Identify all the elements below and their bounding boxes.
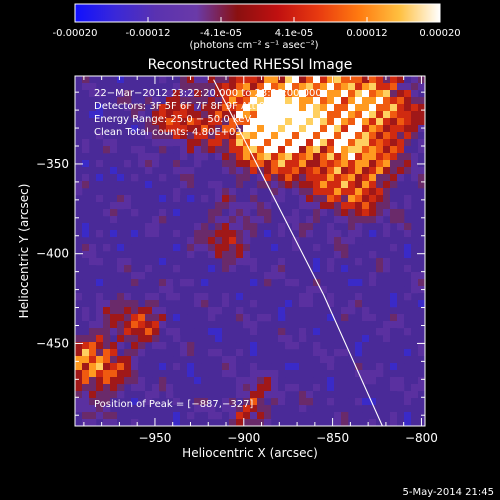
y-tick-label: −400 — [36, 247, 69, 261]
x-tick-label: −850 — [316, 431, 349, 445]
info-line: Detectors: 3F 5F 6F 7F 8F 9F Att 0 — [94, 101, 265, 112]
x-tick-label: −900 — [227, 431, 260, 445]
plot-frame — [74, 75, 426, 427]
colorbar-unit-label: (photons cm⁻² s⁻¹ asec⁻²) — [189, 40, 318, 51]
x-axis-label: Heliocentric X (arcsec) — [182, 446, 318, 460]
info-line: Energy Range: 25.0 − 50.0 keV — [94, 114, 251, 125]
info-line: 22−Mar−2012 23:22:20.000 to 23:28:00.000 — [94, 88, 322, 99]
solar-limb-line — [213, 79, 383, 427]
colorbar: -0.00020 -0.00012 -4.1e-05 4.1e-05 0.00012 0.… — [53, 3, 461, 39]
colorbar-tick-label: 0.00020 — [419, 28, 460, 39]
colorbar-gradient — [74, 3, 441, 23]
colorbar-tick-label: 4.1e-05 — [275, 28, 313, 39]
axes: −950 −900 −850 −800 −350 −400 −450 — [36, 76, 438, 445]
info-line: Clean Total counts: 4.80E+03 — [94, 127, 242, 138]
chart-title: Reconstructed RHESSI Image — [148, 57, 353, 73]
x-tick-label: −800 — [405, 431, 438, 445]
y-axis-label: Heliocentric Y (arcsec) — [17, 184, 31, 319]
x-tick-label: −950 — [138, 431, 171, 445]
colorbar-tick-label: -0.00012 — [126, 28, 171, 39]
heatmap-image — [75, 76, 426, 427]
peak-position-label: Position of Peak = [−887,−327] — [94, 399, 253, 410]
colorbar-tick-label: -4.1e-05 — [200, 28, 242, 39]
timestamp: 5-May-2014 21:45 — [402, 487, 494, 498]
y-tick-label: −450 — [36, 336, 69, 350]
colorbar-tick-label: -0.00020 — [53, 28, 98, 39]
colorbar-tick-label: 0.00012 — [346, 28, 387, 39]
y-tick-label: −350 — [36, 157, 69, 171]
observation-info: 22−Mar−2012 23:22:20.000 to 23:28:00.000… — [94, 88, 322, 138]
